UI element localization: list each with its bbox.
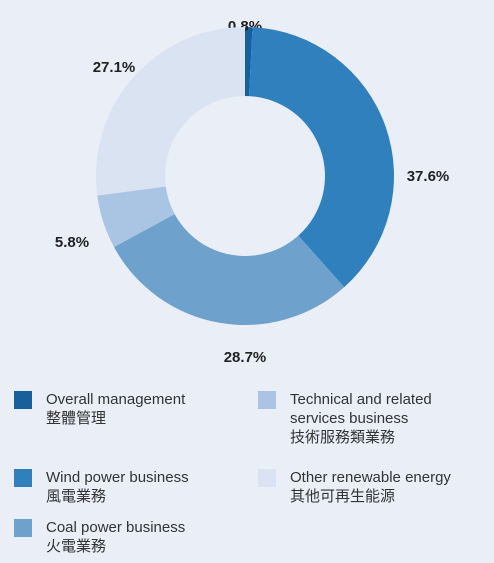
slice-label: 5.8% [55, 234, 89, 251]
legend-swatch [14, 519, 32, 537]
legend-label-zh: 風電業務 [46, 488, 107, 505]
slice-label: 27.1% [93, 59, 136, 76]
legend-label: Wind power business [46, 469, 189, 486]
legend-label-zh: 整體管理 [46, 410, 107, 427]
legend-text: Other renewable energy 其他可再生能源 [290, 468, 494, 506]
legend-item: Coal power business 火電業務 [14, 518, 251, 556]
legend-item: Overall management 整體管理 [14, 390, 251, 428]
legend-text: Technical and related services business 技… [290, 390, 494, 447]
legend-text: Overall management 整體管理 [46, 390, 251, 428]
legend-label: Technical and related services business [290, 391, 432, 427]
slice [245, 27, 253, 97]
legend-text: Wind power business 風電業務 [46, 468, 251, 506]
slice [113, 214, 345, 325]
legend-swatch [258, 391, 276, 409]
legend-item: Technical and related services business 技… [258, 390, 494, 447]
legend-label-zh: 其他可再生能源 [290, 488, 396, 505]
legend-label-zh: 技術服務類業務 [290, 429, 396, 446]
legend-item: Wind power business 風電業務 [14, 468, 251, 506]
slice [249, 27, 395, 288]
legend-swatch [258, 469, 276, 487]
legend-item: Other renewable energy 其他可再生能源 [258, 468, 494, 506]
legend-label: Overall management [46, 391, 186, 408]
slice-label: 28.7% [224, 349, 267, 366]
legend-label: Coal power business [46, 519, 186, 536]
legend-swatch [14, 469, 32, 487]
legend-swatch [14, 391, 32, 409]
legend-label-zh: 火電業務 [46, 538, 107, 555]
legend-text: Coal power business 火電業務 [46, 518, 251, 556]
slice [97, 186, 175, 247]
slice [96, 27, 245, 196]
legend-label: Other renewable energy [290, 469, 451, 486]
slice-label: 37.6% [407, 168, 450, 185]
